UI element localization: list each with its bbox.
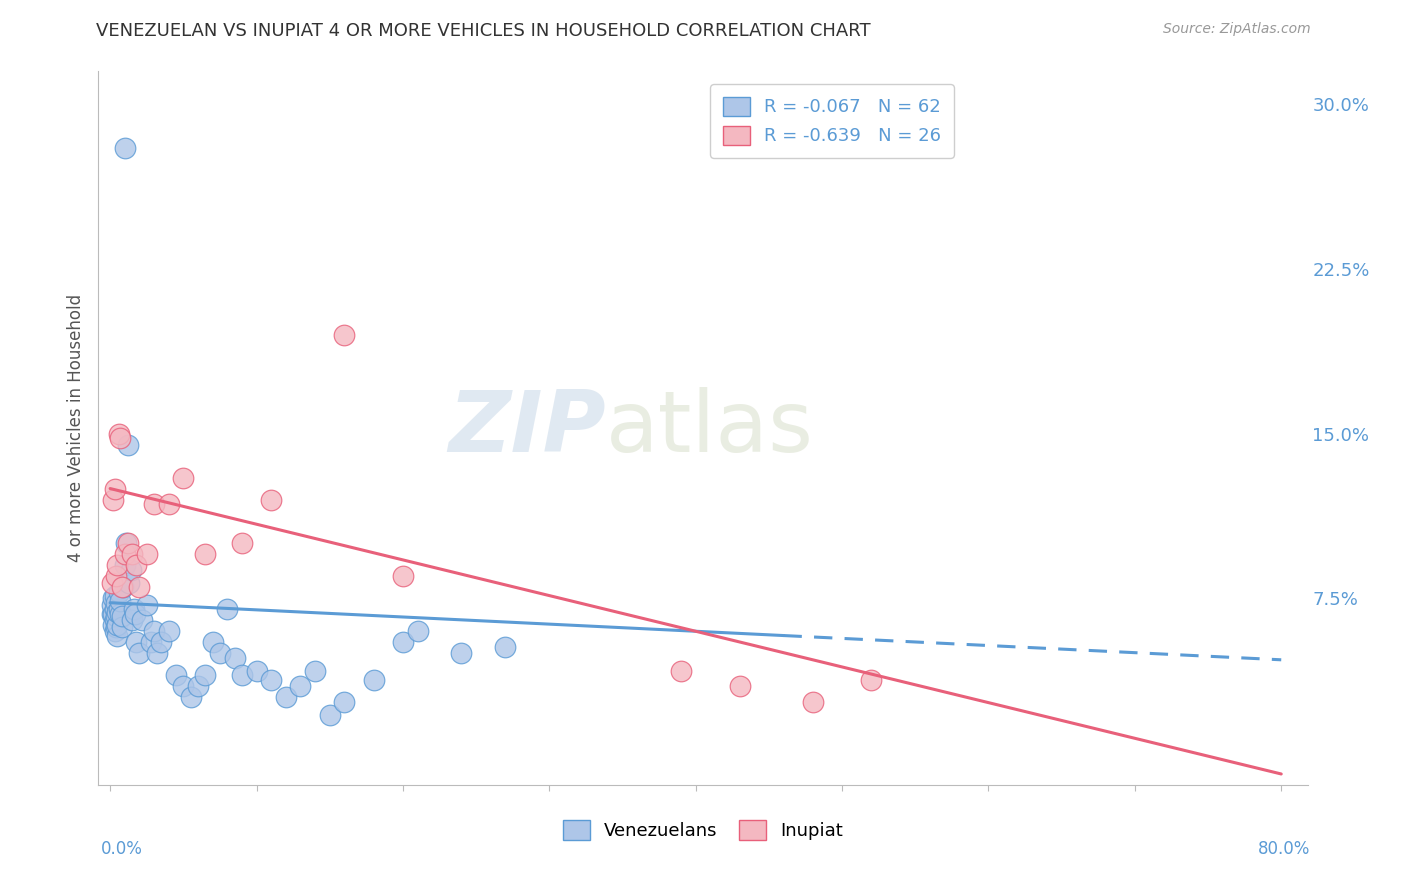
Point bbox=[224, 650, 246, 665]
Point bbox=[104, 620, 127, 634]
Point bbox=[669, 664, 692, 678]
Point bbox=[274, 690, 297, 705]
Point bbox=[231, 536, 253, 550]
Point bbox=[260, 492, 283, 507]
Point bbox=[114, 558, 136, 573]
Point bbox=[103, 602, 125, 616]
Point bbox=[103, 482, 125, 496]
Point bbox=[120, 563, 142, 577]
Point bbox=[103, 624, 125, 639]
Point bbox=[108, 602, 131, 616]
Point bbox=[333, 327, 356, 342]
Point bbox=[100, 576, 122, 591]
Point bbox=[107, 617, 129, 632]
Point bbox=[245, 664, 267, 678]
Point bbox=[363, 673, 385, 687]
Point bbox=[728, 679, 751, 693]
Point bbox=[110, 431, 132, 445]
Point bbox=[260, 673, 283, 687]
Point bbox=[108, 426, 131, 441]
Point bbox=[121, 548, 143, 562]
Point bbox=[150, 635, 173, 649]
Point bbox=[860, 673, 883, 687]
Text: Source: ZipAtlas.com: Source: ZipAtlas.com bbox=[1163, 22, 1310, 37]
Point bbox=[290, 679, 312, 693]
Text: VENEZUELAN VS INUPIAT 4 OR MORE VEHICLES IN HOUSEHOLD CORRELATION CHART: VENEZUELAN VS INUPIAT 4 OR MORE VEHICLES… bbox=[96, 22, 870, 40]
Point bbox=[128, 646, 150, 660]
Point bbox=[157, 624, 180, 639]
Y-axis label: 4 or more Vehicles in Household: 4 or more Vehicles in Household bbox=[66, 294, 84, 562]
Point bbox=[139, 635, 162, 649]
Point bbox=[117, 437, 139, 451]
Point bbox=[112, 580, 135, 594]
Point bbox=[104, 569, 127, 583]
Point bbox=[125, 558, 148, 573]
Point bbox=[101, 591, 124, 606]
Point bbox=[217, 602, 239, 616]
Point bbox=[165, 668, 187, 682]
Point bbox=[100, 598, 122, 612]
Point bbox=[118, 576, 141, 591]
Point bbox=[107, 558, 129, 573]
Point bbox=[143, 497, 166, 511]
Point bbox=[304, 664, 326, 678]
Point bbox=[194, 668, 217, 682]
Point bbox=[194, 548, 217, 562]
Text: ZIP: ZIP bbox=[449, 386, 606, 470]
Point bbox=[101, 607, 124, 621]
Point bbox=[110, 593, 132, 607]
Point bbox=[124, 607, 146, 621]
Point bbox=[208, 646, 231, 660]
Point bbox=[114, 548, 136, 562]
Point bbox=[104, 596, 127, 610]
Point bbox=[111, 580, 134, 594]
Point bbox=[143, 624, 166, 639]
Point bbox=[101, 492, 124, 507]
Point bbox=[111, 608, 134, 623]
Point bbox=[333, 694, 356, 708]
Point bbox=[180, 690, 202, 705]
Point bbox=[108, 584, 131, 599]
Point bbox=[121, 613, 143, 627]
Point bbox=[111, 620, 134, 634]
Point bbox=[201, 635, 224, 649]
Point bbox=[117, 536, 139, 550]
Point bbox=[114, 141, 136, 155]
Point bbox=[103, 613, 125, 627]
Point bbox=[801, 694, 824, 708]
Point bbox=[135, 548, 157, 562]
Point bbox=[231, 668, 253, 682]
Point bbox=[128, 580, 150, 594]
Point bbox=[103, 589, 125, 603]
Point bbox=[450, 646, 472, 660]
Point bbox=[319, 707, 342, 722]
Point bbox=[125, 635, 148, 649]
Point bbox=[135, 598, 157, 612]
Point bbox=[107, 605, 129, 619]
Point bbox=[101, 617, 124, 632]
Legend: Venezuelans, Inupiat: Venezuelans, Inupiat bbox=[555, 813, 851, 847]
Point bbox=[100, 607, 122, 621]
Point bbox=[115, 536, 138, 550]
Point bbox=[494, 640, 516, 654]
Point bbox=[157, 497, 180, 511]
Point bbox=[131, 613, 153, 627]
Text: 80.0%: 80.0% bbox=[1258, 840, 1310, 858]
Point bbox=[172, 679, 194, 693]
Point bbox=[187, 679, 209, 693]
Text: atlas: atlas bbox=[606, 386, 814, 470]
Text: 0.0%: 0.0% bbox=[101, 840, 143, 858]
Point bbox=[146, 646, 169, 660]
Point bbox=[107, 629, 129, 643]
Point bbox=[122, 602, 145, 616]
Point bbox=[392, 569, 415, 583]
Point bbox=[172, 470, 194, 484]
Point bbox=[406, 624, 429, 639]
Point bbox=[110, 607, 132, 621]
Point bbox=[392, 635, 415, 649]
Point bbox=[104, 608, 127, 623]
